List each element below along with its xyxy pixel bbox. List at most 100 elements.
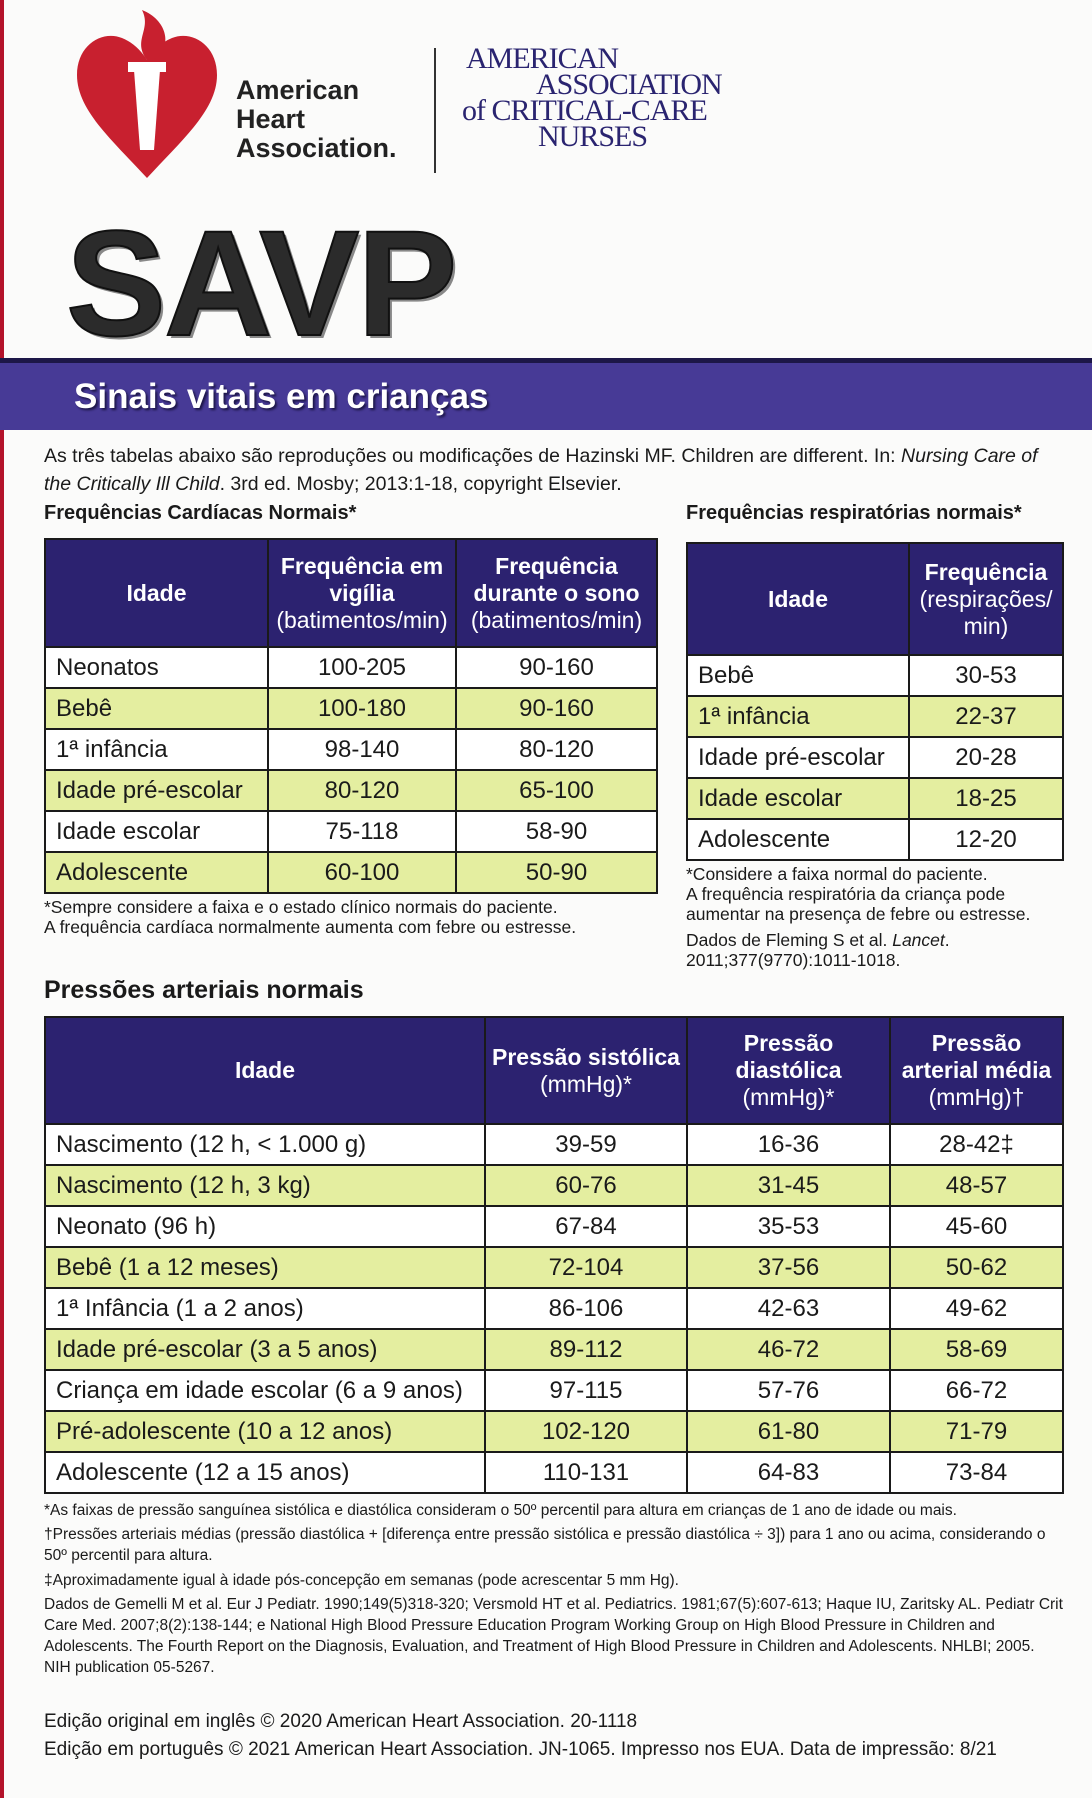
value-cell: 48-57 — [889, 1164, 1064, 1207]
aacn-logo-line: AMERICAN — [466, 42, 619, 75]
col-header: Frequência durante o sono (batimentos/min… — [455, 538, 658, 648]
footnote: †Pressões arteriais médias (pressão dias… — [44, 1526, 1046, 1564]
value-cell: 58-90 — [455, 810, 658, 853]
age-cell: Idade escolar — [44, 810, 269, 853]
value-cell: 58-69 — [889, 1328, 1064, 1371]
value-cell: 64-83 — [686, 1451, 891, 1494]
value-cell: 66-72 — [889, 1369, 1064, 1412]
value-cell: 50-90 — [455, 851, 658, 894]
age-cell: Bebê — [44, 687, 269, 730]
value-cell: 110-131 — [484, 1451, 688, 1494]
table-row: Adolescente (12 a 15 anos) 110-131 64-83 73… — [44, 1451, 1064, 1494]
table-row: Nascimento (12 h, 3 kg) 60-76 31-45 48-57 — [44, 1164, 1064, 1207]
aha-logo-text: American Heart Association. — [236, 76, 397, 163]
value-cell: 46-72 — [686, 1328, 891, 1371]
value-cell: 86-106 — [484, 1287, 688, 1330]
age-cell: Nascimento (12 h, < 1.000 g) — [44, 1123, 486, 1166]
value-cell: 97-115 — [484, 1369, 688, 1412]
col-header: Idade — [44, 1016, 486, 1125]
table-row: Idade escolar 75-118 58-90 — [44, 810, 658, 853]
table-row: Idade pré-escolar 80-120 65-100 — [44, 769, 658, 812]
resp-table: Idade Frequência (respirações/ min) Bebê 3… — [686, 542, 1064, 861]
aha-logo-line: Association. — [236, 133, 397, 163]
age-cell: Criança em idade escolar (6 a 9 anos) — [44, 1369, 486, 1412]
intro-text: As três tabelas abaixo são reproduções o… — [44, 442, 1064, 498]
value-cell: 45-60 — [889, 1205, 1064, 1248]
logo-divider — [434, 48, 436, 173]
table-row: Idade pré-escolar (3 a 5 anos) 89-112 46-7… — [44, 1328, 1064, 1371]
table-row: Nascimento (12 h, < 1.000 g) 39-59 16-36 28… — [44, 1123, 1064, 1166]
age-cell: Adolescente (12 a 15 anos) — [44, 1451, 486, 1494]
table-row: Adolescente 60-100 50-90 — [44, 851, 658, 894]
age-cell: Idade pré-escolar (3 a 5 anos) — [44, 1328, 486, 1371]
age-cell: Nascimento (12 h, 3 kg) — [44, 1164, 486, 1207]
value-cell: 98-140 — [267, 728, 457, 771]
col-header: Idade — [686, 542, 910, 656]
value-cell: 12-20 — [908, 818, 1064, 861]
value-cell: 100-180 — [267, 687, 457, 730]
age-cell: Idade pré-escolar — [686, 736, 910, 779]
references: Dados de Gemelli M et al. Eur J Pediatr.… — [44, 1596, 1063, 1676]
table-row: 1ª Infância (1 a 2 anos) 86-106 42-63 49-62 — [44, 1287, 1064, 1330]
table-row: 1ª infância 98-140 80-120 — [44, 728, 658, 771]
aacn-logo-line: NURSES — [538, 120, 648, 153]
value-cell: 90-160 — [455, 687, 658, 730]
edition-portuguese: Edição em português © 2021 American Hear… — [44, 1739, 997, 1760]
aacn-logo: AMERICAN ASSOCIATION of CRITICAL-CARE NU… — [462, 42, 723, 153]
table-row: Bebê 30-53 — [686, 654, 1064, 697]
pressure-table: Idade Pressão sistólica (mmHg)* Pressão d… — [44, 1016, 1064, 1494]
value-cell: 100-205 — [267, 646, 457, 689]
age-cell: Adolescente — [686, 818, 910, 861]
cardiac-table: Idade Frequência em vigília (batimentos/m… — [44, 538, 658, 894]
value-cell: 31-45 — [686, 1164, 891, 1207]
age-cell: Neonatos — [44, 646, 269, 689]
cardiac-note: *Sempre considere a faixa e o estado clí… — [44, 897, 577, 937]
table-row: Criança em idade escolar (6 a 9 anos) 97-… — [44, 1369, 1064, 1412]
value-cell: 18-25 — [908, 777, 1064, 820]
intro-plain: As três tabelas abaixo são reproduções o… — [44, 445, 902, 467]
value-cell: 71-79 — [889, 1410, 1064, 1453]
age-cell: Idade escolar — [686, 777, 910, 820]
footnote: ‡Aproximadamente igual à idade pós-conce… — [44, 1572, 679, 1589]
page-title: SAVP — [65, 199, 458, 367]
col-header: Pressão sistólica (mmHg)* — [484, 1016, 688, 1125]
value-cell: 60-100 — [267, 851, 457, 894]
aha-logo-line: Heart — [236, 104, 306, 134]
value-cell: 102-120 — [484, 1410, 688, 1453]
value-cell: 30-53 — [908, 654, 1064, 697]
value-cell: 60-76 — [484, 1164, 688, 1207]
value-cell: 37-56 — [686, 1246, 891, 1289]
value-cell: 20-28 — [908, 736, 1064, 779]
pressure-title: Pressões arteriais normais — [44, 976, 364, 1004]
aacn-logo-line: of CRITICAL-CARE — [462, 94, 708, 127]
age-cell: Neonato (96 h) — [44, 1205, 486, 1248]
age-cell: Pré-adolescente (10 a 12 anos) — [44, 1410, 486, 1453]
age-cell: Adolescente — [44, 851, 269, 894]
aha-heart-torch-logo — [77, 10, 217, 178]
value-cell: 80-120 — [455, 728, 658, 771]
value-cell: 16-36 — [686, 1123, 891, 1166]
cardiac-title: Frequências Cardíacas Normais* — [44, 502, 357, 524]
age-cell: Bebê (1 a 12 meses) — [44, 1246, 486, 1289]
table-row: Adolescente 12-20 — [686, 818, 1064, 861]
value-cell: 65-100 — [455, 769, 658, 812]
age-cell: Idade pré-escolar — [44, 769, 269, 812]
value-cell: 61-80 — [686, 1410, 891, 1453]
value-cell: 75-118 — [267, 810, 457, 853]
value-cell: 22-37 — [908, 695, 1064, 738]
value-cell: 80-120 — [267, 769, 457, 812]
table-row: Idade escolar 18-25 — [686, 777, 1064, 820]
footnote: *As faixas de pressão sanguínea sistólic… — [44, 1502, 957, 1519]
intro-italic: Nursing Care of the Critically Ill Child — [44, 445, 1038, 495]
page-edge-strip — [0, 0, 4, 1798]
col-header: Pressão arterial média (mmHg)† — [889, 1016, 1064, 1125]
table-row: Neonatos 100-205 90-160 — [44, 646, 658, 689]
value-cell: 72-104 — [484, 1246, 688, 1289]
table-row: 1ª infância 22-37 — [686, 695, 1064, 738]
value-cell: 73-84 — [889, 1451, 1064, 1494]
section-banner: Sinais vitais em crianças — [0, 358, 1092, 430]
col-header: Pressão diastólica (mmHg)* — [686, 1016, 891, 1125]
table-row: Bebê 100-180 90-160 — [44, 687, 658, 730]
resp-note: *Considere a faixa normal do paciente. A … — [686, 864, 1031, 970]
edition-original: Edição original em inglês © 2020 America… — [44, 1711, 638, 1732]
